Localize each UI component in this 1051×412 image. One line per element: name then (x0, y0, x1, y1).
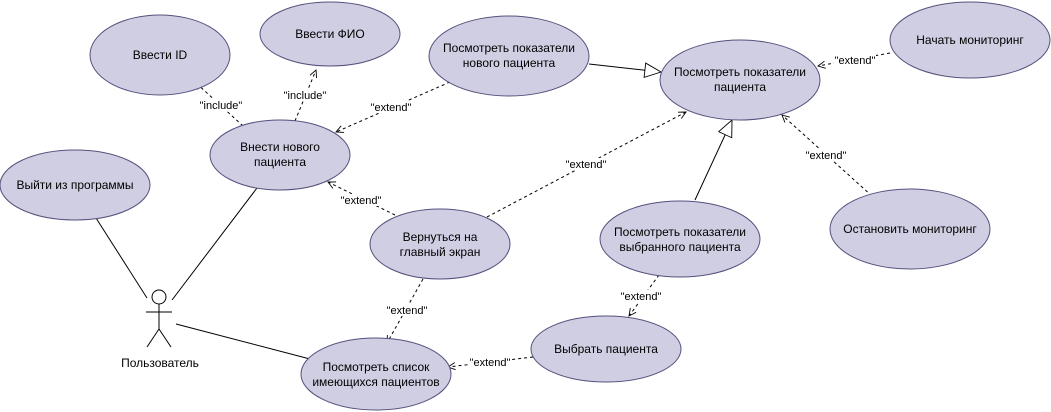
use-case-view-selected[interactable]: Посмотреть показатели выбранного пациент… (599, 200, 761, 278)
use-case-label: имеющихся пациентов (312, 375, 439, 389)
generalization-selected-to-view (694, 120, 732, 201)
use-case-label: Посмотреть показатели (614, 225, 746, 239)
use-case-label: Начать мониторинг (916, 33, 1024, 47)
extend-label: "extend" (470, 357, 511, 369)
use-case-label: Посмотреть показатели (674, 65, 806, 79)
use-case-label: Внести нового (240, 140, 320, 154)
relation-labels: "include" "include" "extend" "extend" "e… (200, 54, 876, 369)
include-label: "include" (284, 90, 327, 102)
actor-label: Пользователь (121, 356, 199, 370)
use-case-label: Ввести ID (133, 48, 188, 62)
actor-head (151, 289, 167, 305)
use-case-view-list[interactable]: Посмотреть список имеющихся пациентов (300, 337, 452, 411)
extend-label: "extend" (835, 55, 876, 67)
association-exit (95, 217, 148, 299)
use-case-exit-program[interactable]: Выйти из программы (0, 149, 151, 221)
use-case-enter-id[interactable]: Ввести ID (89, 14, 231, 96)
extend-label: "extend" (566, 159, 607, 171)
use-case-enter-fio[interactable]: Ввести ФИО (259, 1, 401, 67)
association-add-patient (171, 187, 258, 301)
use-case-label: выбранного пациента (619, 240, 741, 254)
use-case-stop-monitoring[interactable]: Остановить мониторинг (829, 188, 991, 270)
use-case-label: нового пациента (463, 56, 556, 70)
use-case-label: пациента (714, 80, 766, 94)
use-case-label: Выйти из программы (16, 178, 133, 192)
actor-leg-right (158, 328, 172, 348)
association-view-list (175, 323, 311, 360)
use-case-add-patient[interactable]: Внести нового пациента (209, 119, 351, 191)
use-case-label: Выбрать пациента (554, 342, 658, 356)
extend-back-to-view (486, 112, 686, 218)
use-case-label: Посмотреть показатели (443, 41, 575, 55)
use-case-label: Остановить мониторинг (843, 222, 977, 236)
extend-label: "extend" (371, 102, 412, 114)
use-case-label: Вернуться на (403, 230, 478, 244)
use-case-view-patient[interactable]: Посмотреть показатели пациента (659, 39, 821, 121)
use-case-start-monitoring[interactable]: Начать мониторинг (889, 1, 1051, 79)
generalization-new-to-view (588, 64, 661, 72)
include-label: "include" (200, 100, 243, 112)
actor-user[interactable]: Пользователь (121, 289, 199, 370)
extend-label: "extend" (806, 150, 847, 162)
use-case-label: пациента (254, 155, 306, 169)
extend-label: "extend" (621, 291, 662, 303)
use-case-label: главный экран (400, 245, 481, 259)
use-case-select-patient[interactable]: Выбрать пациента (530, 315, 682, 383)
use-case-label: Посмотреть список (323, 360, 430, 374)
use-case-label: Ввести ФИО (295, 27, 365, 41)
extend-label: "extend" (341, 195, 382, 207)
actor-leg-left (146, 328, 160, 348)
use-case-view-new-patient[interactable]: Посмотреть показатели нового пациента (428, 15, 590, 97)
extend-label: "extend" (387, 305, 428, 317)
use-case-go-back[interactable]: Вернуться на главный экран (369, 208, 511, 280)
